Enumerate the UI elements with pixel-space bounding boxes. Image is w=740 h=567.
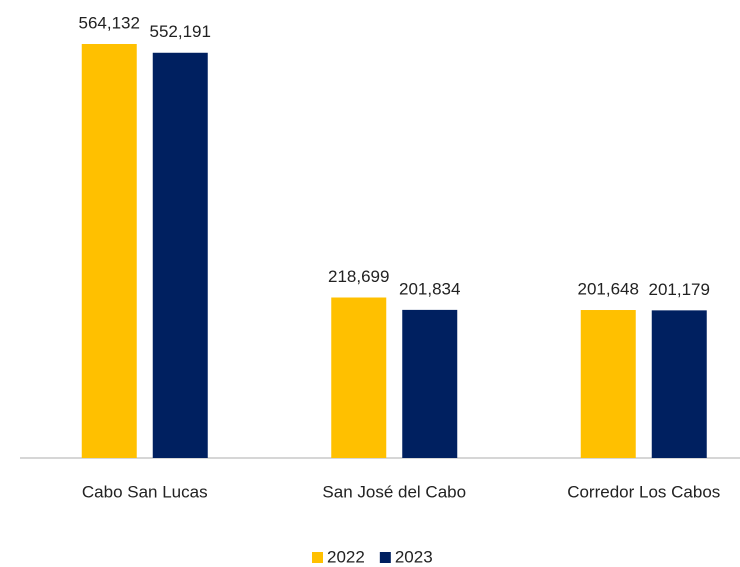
legend-label: 2022 xyxy=(327,547,365,566)
data-label: 564,132 xyxy=(79,13,140,32)
data-label: 552,191 xyxy=(150,22,211,41)
x-tick-label: Corredor Los Cabos xyxy=(567,482,720,501)
bar xyxy=(402,309,458,458)
data-label: 201,179 xyxy=(649,280,710,299)
data-label: 201,648 xyxy=(578,280,639,299)
bar xyxy=(81,44,137,458)
x-tick-label: Cabo San Lucas xyxy=(82,482,208,501)
bar xyxy=(331,297,387,458)
x-tick-label: San José del Cabo xyxy=(322,482,466,501)
bar xyxy=(651,310,707,458)
legend-label: 2023 xyxy=(395,547,433,566)
data-label: 201,834 xyxy=(399,279,460,298)
data-label: 218,699 xyxy=(328,267,389,286)
legend-swatch xyxy=(379,552,391,563)
bar xyxy=(580,310,636,458)
legend-swatch xyxy=(312,552,323,563)
bar xyxy=(152,52,208,458)
